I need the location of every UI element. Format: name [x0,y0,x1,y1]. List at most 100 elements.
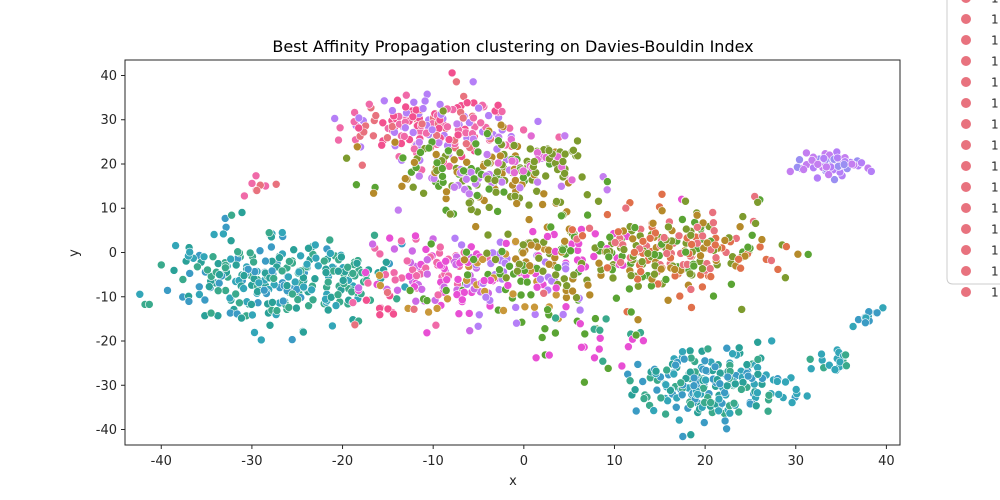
data-point [497,247,507,256]
data-point [544,259,554,269]
data-point [791,385,801,394]
legend-label: 1 [991,181,999,195]
data-point [424,307,433,317]
data-point [736,263,745,273]
x-tick-label: 30 [787,454,804,469]
data-point [441,256,451,266]
data-point [239,271,249,280]
data-point [221,263,230,273]
data-point [755,242,765,252]
data-point [681,197,690,206]
legend-label: 1 [991,244,999,258]
data-point [213,286,223,296]
data-point [304,244,313,253]
data-point [525,144,535,154]
data-point [560,237,570,246]
data-point [678,432,688,441]
data-point [781,273,790,283]
data-point [625,284,634,294]
data-point [334,135,343,145]
data-point [449,155,459,165]
data-point [225,293,235,303]
data-point [649,406,659,415]
data-point [824,170,833,179]
data-point [568,286,577,296]
data-point [496,120,506,130]
data-point [310,240,320,250]
legend: 1 1 1 1 1 1 1 1 1 1 1 1 1 1 1 [946,0,1000,300]
data-point [442,187,451,197]
data-point [323,305,333,315]
data-point [462,247,471,257]
data-point [802,391,812,401]
data-point [553,263,563,272]
data-point [806,364,816,374]
data-point [390,275,400,285]
data-point [677,390,687,400]
data-point [501,239,511,248]
data-point [633,274,642,284]
data-point [454,309,464,319]
legend-marker [961,287,971,297]
data-point [681,247,691,257]
data-point [764,390,774,400]
data-point [282,281,292,290]
data-point [598,356,608,366]
data-point [171,241,180,250]
data-point [268,298,277,307]
data-point [221,286,230,295]
points-layer [135,68,888,441]
data-point [650,269,659,279]
x-tick-label: 0 [520,454,528,469]
legend-marker [961,245,971,255]
data-point [352,258,362,268]
data-point [603,263,612,273]
data-point [348,298,358,307]
data-point [392,294,402,304]
data-point [473,321,483,331]
data-point [209,230,219,239]
data-point [289,245,299,254]
data-point [520,302,530,312]
data-point [633,281,643,291]
data-point [701,366,711,375]
data-point [566,246,575,255]
data-point [605,232,615,242]
data-point [203,265,212,275]
data-point [662,365,672,375]
legend-marker [961,56,971,66]
data-point [215,270,224,279]
data-point [544,350,554,360]
data-point [693,389,702,399]
legend-label: 1 [991,160,999,174]
legend-label: 1 [991,34,999,48]
data-point [558,310,568,319]
data-point [604,252,614,262]
legend-marker [961,266,971,276]
data-point [757,235,767,244]
data-point [296,251,305,261]
data-point [551,270,561,280]
data-point [284,272,293,282]
data-point [626,307,636,317]
data-point [389,268,399,278]
data-point [569,146,578,155]
data-point [231,289,240,299]
data-point [596,240,606,249]
data-point [687,240,696,249]
data-point [326,249,335,258]
data-point [573,136,582,146]
data-point [254,278,264,288]
legend-label: 1 [991,55,999,69]
data-point [805,354,815,364]
data-point [747,231,757,240]
data-point [824,360,834,370]
data-point [247,179,257,188]
data-point [484,203,494,212]
data-point [482,150,492,159]
data-point [412,271,421,281]
data-point [328,321,337,331]
data-point [700,356,710,366]
data-point [631,406,641,416]
data-point [594,258,604,268]
